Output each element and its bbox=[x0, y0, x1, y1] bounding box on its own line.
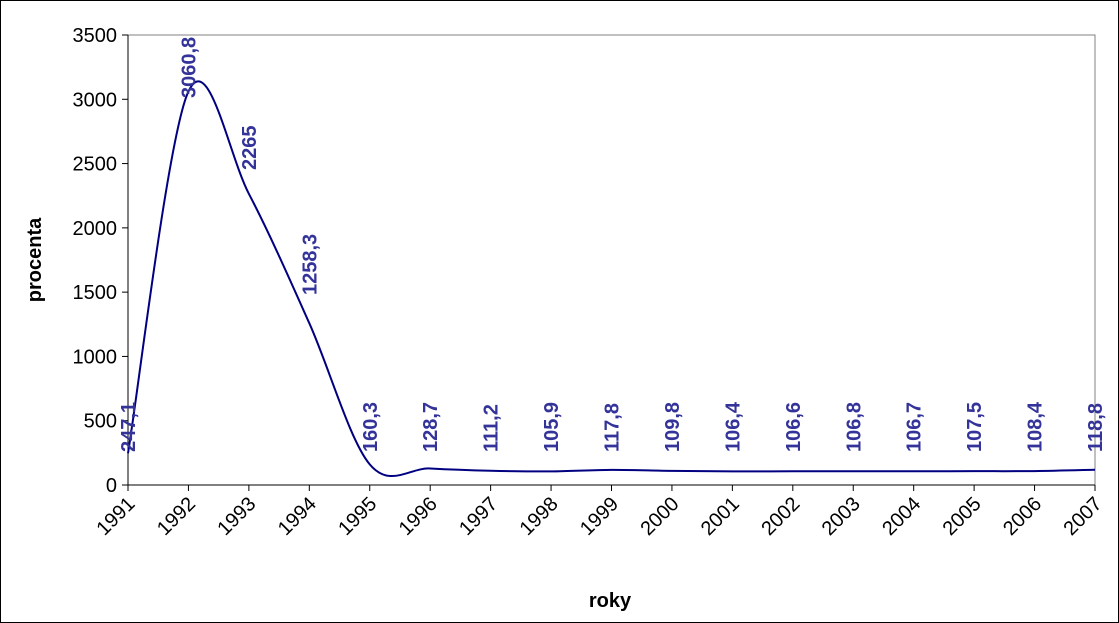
data-label: 109,8 bbox=[662, 402, 684, 452]
data-label: 107,5 bbox=[964, 402, 986, 452]
x-tick-label: 1991 bbox=[93, 493, 140, 540]
x-tick-label: 2006 bbox=[999, 493, 1046, 540]
x-tick-label: 2007 bbox=[1060, 493, 1107, 540]
data-label: 247,1 bbox=[118, 402, 140, 452]
x-tick-label: 2000 bbox=[636, 493, 683, 540]
x-tick-label: 2003 bbox=[818, 493, 865, 540]
x-tick-label: 2005 bbox=[939, 493, 986, 540]
x-tick-label: 1995 bbox=[334, 493, 381, 540]
y-tick-label: 2500 bbox=[73, 154, 118, 176]
x-tick-label: 1994 bbox=[274, 493, 321, 540]
y-tick-label: 3000 bbox=[73, 89, 118, 111]
y-tick-label: 2000 bbox=[73, 218, 118, 240]
data-label: 106,6 bbox=[783, 402, 805, 452]
data-label: 106,8 bbox=[843, 402, 865, 452]
x-tick-label: 2001 bbox=[697, 493, 744, 540]
data-label: 106,4 bbox=[722, 401, 744, 452]
data-label: 111,2 bbox=[481, 404, 503, 452]
x-tick-label: 1999 bbox=[576, 493, 623, 540]
x-tick-label: 2002 bbox=[757, 493, 804, 540]
plot-area: 0 500 1000 1500 2000 2500 3000 3500 1991 1992 1993… bbox=[73, 25, 1108, 540]
data-label: 118,8 bbox=[1085, 403, 1107, 452]
x-tick-label: 1998 bbox=[516, 493, 563, 540]
data-label: 108,4 bbox=[1025, 401, 1047, 452]
data-label: 117,8 bbox=[602, 403, 624, 452]
y-tick-label: 3500 bbox=[73, 25, 118, 47]
x-tick-label: 2004 bbox=[878, 493, 925, 540]
x-tick-label: 1992 bbox=[153, 493, 200, 540]
x-tick-label: 1997 bbox=[455, 493, 502, 540]
y-tick-label: 1500 bbox=[73, 282, 118, 304]
data-label: 105,9 bbox=[541, 402, 563, 452]
data-label: 1258,3 bbox=[299, 234, 321, 295]
data-label: 2265 bbox=[239, 126, 261, 171]
x-axis-title: roky bbox=[589, 590, 632, 612]
x-tick-label: 1993 bbox=[213, 493, 260, 540]
y-tick-label: 500 bbox=[84, 411, 117, 433]
data-label: 128,7 bbox=[420, 402, 442, 452]
data-label: 3060,8 bbox=[178, 37, 200, 98]
y-axis-title: procenta bbox=[24, 217, 46, 302]
data-label: 160,3 bbox=[360, 402, 382, 452]
series-line bbox=[127, 80, 1096, 477]
y-tick-label: 0 bbox=[106, 475, 117, 497]
y-tick-label: 1000 bbox=[73, 346, 118, 368]
data-label: 106,7 bbox=[904, 402, 926, 452]
x-tick-label: 1996 bbox=[395, 493, 442, 540]
